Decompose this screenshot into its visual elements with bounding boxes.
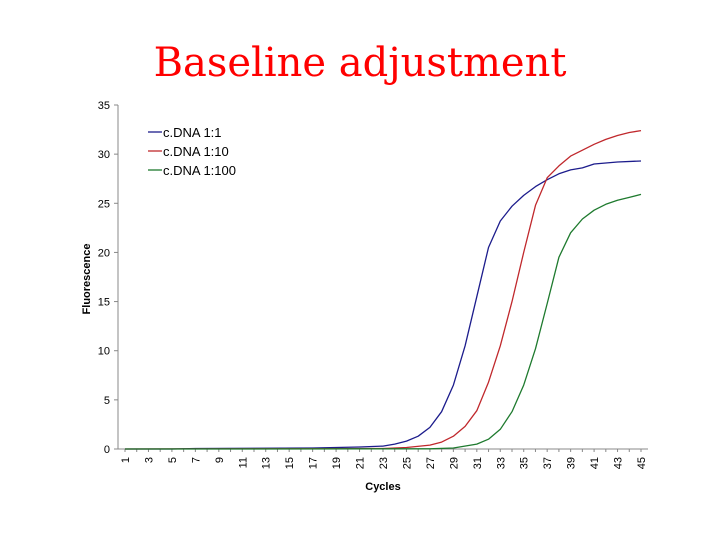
x-tick-label: 15 bbox=[284, 457, 296, 469]
x-tick-label: 25 bbox=[401, 457, 413, 469]
y-tick-label: 25 bbox=[98, 198, 110, 210]
series-lines bbox=[124, 129, 642, 450]
y-tick-label: 15 bbox=[98, 297, 110, 309]
y-tick-label: 35 bbox=[98, 100, 110, 112]
x-tick-label: 29 bbox=[448, 457, 460, 469]
x-tick-label: 1 bbox=[120, 457, 132, 463]
x-tick-label: 27 bbox=[425, 457, 437, 469]
y-tick-label: 30 bbox=[98, 149, 110, 161]
y-tick-label: 5 bbox=[104, 395, 110, 407]
x-tick-label: 23 bbox=[378, 457, 390, 469]
series-line-2 bbox=[124, 129, 642, 450]
x-tick-label: 19 bbox=[331, 457, 343, 469]
x-tick-label: 35 bbox=[519, 457, 531, 469]
legend: c.DNA 1:1 c.DNA 1:10 c.DNA 1:100 bbox=[148, 125, 236, 178]
x-tick-label: 41 bbox=[589, 457, 601, 469]
x-tick-label: 17 bbox=[308, 457, 320, 469]
series-line-3 bbox=[124, 193, 642, 450]
legend-label: c.DNA 1:10 bbox=[163, 144, 229, 159]
x-tick-label: 9 bbox=[214, 457, 226, 463]
x-tick-label: 33 bbox=[495, 457, 507, 469]
y-tick-label: 0 bbox=[104, 444, 110, 456]
slide-title: Baseline adjustment bbox=[153, 40, 567, 86]
legend-label: c.DNA 1:100 bbox=[163, 163, 236, 178]
series-line-1 bbox=[125, 160, 642, 450]
y-tick-label: 20 bbox=[98, 247, 110, 259]
x-tick-label: 5 bbox=[167, 457, 179, 463]
x-tick-label: 7 bbox=[190, 457, 202, 463]
y-tick-label: 10 bbox=[98, 346, 110, 358]
x-tick-label: 31 bbox=[472, 457, 484, 469]
x-tick-label: 39 bbox=[566, 457, 578, 469]
legend-label: c.DNA 1:1 bbox=[163, 125, 222, 140]
y-axis: 0 5 10 15 20 25 30 35 bbox=[98, 100, 119, 456]
x-tick-label: 37 bbox=[542, 457, 554, 469]
x-tick-label: 45 bbox=[636, 457, 648, 469]
x-axis-title: Cycles bbox=[365, 481, 400, 493]
y-axis-title: Fluorescence bbox=[81, 244, 93, 315]
x-tick-label: 3 bbox=[143, 457, 155, 463]
x-axis: 1 3 5 7 9 11 13 15 17 19 21 23 25 27 29 31 33 35 37 39 41 43 4… bbox=[118, 448, 648, 469]
x-tick-label: 21 bbox=[355, 457, 367, 469]
x-tick-label: 11 bbox=[237, 457, 249, 468]
x-tick-label: 13 bbox=[261, 457, 273, 469]
x-tick-label: 43 bbox=[613, 457, 625, 469]
